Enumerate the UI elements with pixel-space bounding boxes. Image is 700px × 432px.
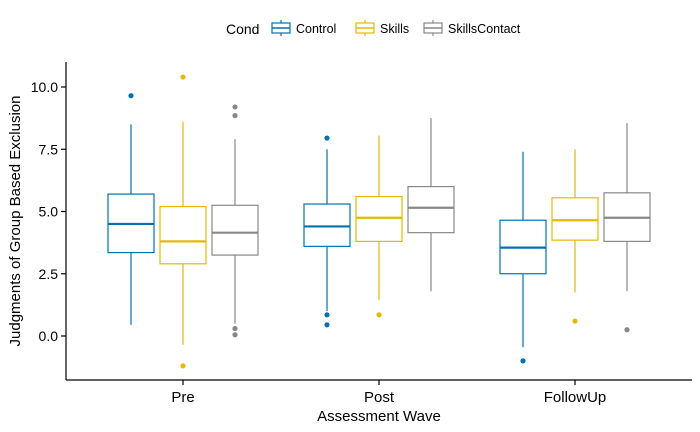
x-ticks: Pre Post FollowUp — [171, 380, 606, 406]
y-tick-label: 2.5 — [39, 266, 59, 282]
outlier-point — [324, 322, 330, 328]
legend: Cond Control Skills SkillsContact — [226, 20, 521, 37]
box-body — [407, 186, 455, 234]
outlier-point — [180, 74, 186, 80]
y-tick-label: 0.0 — [39, 328, 59, 344]
box-skillscontact-post — [407, 118, 455, 292]
box-skills-post — [355, 135, 403, 318]
outlier-point — [180, 363, 186, 369]
legend-label: Skills — [380, 22, 409, 36]
outlier-point — [376, 312, 382, 318]
legend-entry-skills: Skills — [355, 20, 409, 36]
box-skills-followup — [551, 149, 599, 324]
x-tick-label-post: Post — [364, 389, 395, 406]
outlier-point — [324, 312, 330, 318]
y-tick-label: 7.5 — [39, 141, 59, 157]
legend-title: Cond — [226, 21, 259, 37]
box-skills-pre — [159, 74, 207, 369]
legend-label: SkillsContact — [448, 22, 521, 36]
box-body — [159, 205, 207, 265]
x-axis-label: Assessment Wave — [317, 408, 441, 425]
box-skillscontact-followup — [603, 123, 651, 333]
outlier-point — [520, 358, 526, 364]
x-tick-label-pre: Pre — [171, 389, 194, 406]
outlier-point — [572, 318, 578, 324]
box-control-followup — [499, 151, 547, 364]
box-body — [211, 204, 259, 256]
legend-label: Control — [296, 22, 336, 36]
plot-area — [107, 74, 651, 369]
legend-entry-skillscontact: SkillsContact — [423, 20, 521, 36]
x-tick-label-followup: FollowUp — [544, 389, 607, 406]
outlier-point — [232, 113, 238, 119]
y-tick-label: 5.0 — [39, 204, 59, 220]
box-body — [303, 203, 351, 247]
box-control-post — [303, 135, 351, 328]
outlier-point — [232, 104, 238, 110]
box-body — [355, 195, 403, 242]
outlier-point — [624, 327, 630, 333]
outlier-point — [128, 93, 134, 99]
box-control-pre — [107, 93, 155, 325]
y-ticks: 0.0 2.5 5.0 7.5 10.0 — [31, 79, 66, 344]
y-axis-label: Judgments of Group Based Exclusion — [7, 96, 24, 347]
outlier-point — [324, 135, 330, 141]
box-skillscontact-pre — [211, 104, 259, 338]
y-tick-label: 10.0 — [31, 79, 58, 95]
outlier-point — [232, 325, 238, 332]
box-body — [551, 197, 599, 241]
outlier-point — [232, 332, 238, 338]
legend-entry-control: Control — [271, 20, 336, 36]
